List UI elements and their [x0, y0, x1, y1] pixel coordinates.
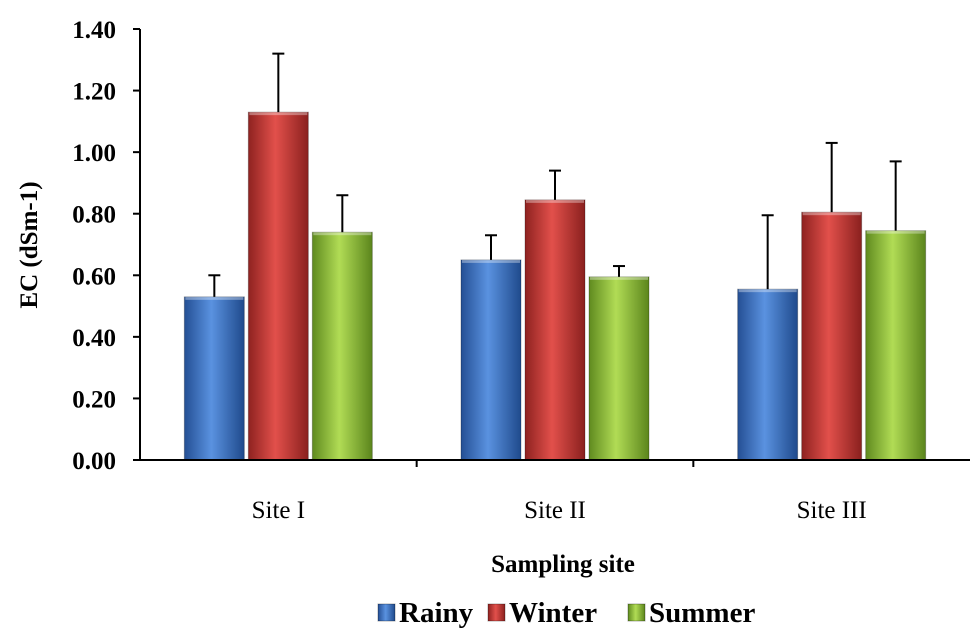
x-axis: Site I Site II Site III — [140, 459, 970, 524]
legend-label-winter: Winter — [509, 597, 597, 629]
x-tick-label: Site II — [524, 497, 586, 524]
bar-highlight — [462, 259, 520, 263]
x-tick-label: Site I — [252, 497, 305, 524]
y-tick-label: 0.80 — [72, 202, 116, 229]
bar-rainy-3 — [737, 288, 799, 461]
y-tick-label: 0.00 — [72, 448, 116, 475]
error-bars — [208, 52, 902, 297]
y-tick-label: 0.20 — [72, 386, 116, 413]
bar-winter-3 — [801, 211, 863, 461]
y-tick-label: 0.40 — [72, 325, 116, 352]
y-tick-label: 1.40 — [72, 17, 116, 44]
legend-label-rainy: Rainy — [399, 597, 474, 629]
y-axis: 0.00 0.20 0.40 0.60 0.80 1.00 1.20 1.40 — [72, 17, 141, 475]
y-axis-title: EC (dSm-1) — [16, 181, 43, 308]
bar-winter-2 — [524, 199, 586, 461]
legend-label-summer: Summer — [649, 597, 755, 629]
x-axis-title: Sampling site — [491, 551, 635, 578]
bar-highlight — [590, 276, 648, 280]
bar-highlight — [185, 296, 244, 300]
bar-highlight — [738, 289, 797, 293]
bar-rainy-1 — [183, 296, 245, 461]
bar-summer-2 — [588, 276, 650, 461]
legend-swatch-rainy — [377, 603, 396, 622]
bar-rainy-2 — [460, 259, 522, 461]
legend: Rainy Winter Summer — [377, 597, 755, 629]
bar-summer-1 — [311, 231, 373, 461]
y-tick-label: 0.60 — [72, 263, 116, 290]
bars — [183, 111, 927, 461]
y-tick-label: 1.00 — [72, 140, 116, 167]
x-tick-label: Site III — [797, 497, 867, 524]
bar-highlight — [866, 230, 925, 234]
bar-highlight — [526, 199, 584, 203]
bar-winter-1 — [247, 111, 309, 461]
bar-highlight — [313, 232, 372, 236]
bar-highlight — [802, 212, 861, 216]
legend-swatch-summer — [627, 603, 646, 622]
legend-swatch-winter — [487, 603, 506, 622]
bar-highlight — [249, 112, 308, 116]
bar-summer-3 — [865, 230, 927, 461]
y-tick-label: 1.20 — [72, 79, 116, 106]
